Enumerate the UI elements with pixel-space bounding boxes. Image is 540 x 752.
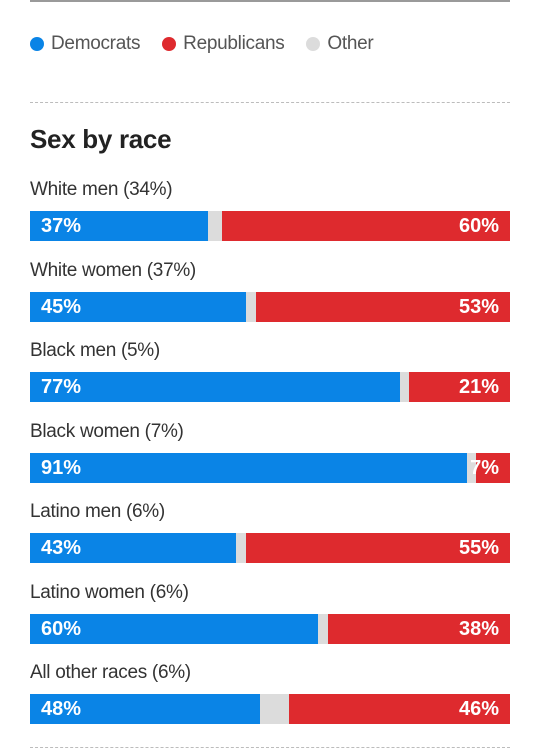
legend-divider [30,102,510,103]
data-label-democrats: 43% [41,537,82,559]
bar-segment-republicans [476,452,510,483]
bar-row-all-other-races: All other races (6%) 48% 46% [30,662,510,743]
bottom-divider [30,747,510,748]
stacked-bar: 37% 60% [30,211,510,241]
data-label-republicans: 46% [458,698,499,720]
bar-segment-democrats [30,291,246,322]
legend-label-democrats: Democrats [51,33,141,54]
category-label: All other races (6%) [30,662,191,683]
stacked-bar: 43% 55% [30,533,510,563]
data-label-democrats: 77% [41,376,82,398]
bar-segment-republicans [222,211,510,241]
bar-row-white-men: White men (34%) 37% 60% [30,179,510,260]
bar-row-latino-men: Latino men (6%) 43% 55% [30,501,510,582]
category-label: Latino women (6%) [30,581,189,603]
bar-segment-democrats [30,211,208,241]
data-label-republicans: 53% [458,295,499,318]
top-divider [30,0,510,2]
data-label-republicans: 38% [458,617,499,640]
legend-item-republicans: Republicans [162,33,285,55]
bar-segment-democrats [30,694,261,724]
bar-segment-republicans [409,372,510,402]
category-label: White men (34%) [30,179,173,200]
data-label-democrats: 91% [41,456,82,479]
data-label-republicans: 7% [470,456,499,479]
bar-segment-republicans [289,694,510,724]
data-label-democrats: 48% [41,698,82,720]
bar-segment-republicans [327,613,510,644]
legend-swatch-democrats [30,37,44,51]
data-label-democrats: 60% [41,617,82,640]
stacked-bar: 77% 21% [30,372,510,402]
category-label: Latino men (6%) [30,501,165,522]
bar-segment-democrats [30,533,237,563]
category-label: Black women (7%) [30,420,184,442]
data-label-democrats: 37% [41,215,82,237]
bar-segment-republicans [246,533,510,563]
category-label: White women (37%) [30,259,196,281]
stacked-bar: 45% 53% [30,291,510,322]
bar-segment-democrats [30,613,318,644]
chart-title: Sex by race [30,124,172,154]
data-label-republicans: 60% [458,215,499,237]
stacked-bar-chart: White men (34%) 37% 60% White women (37%) 45… [30,179,510,743]
stacked-bar: 91% 7% [30,452,510,483]
bar-segment-republicans [255,291,510,322]
bar-segment-democrats [30,452,467,483]
bar-row-black-men: Black men (5%) 77% 21% [30,340,510,421]
legend-swatch-other [306,37,321,51]
bar-segment-democrats [30,372,400,402]
data-label-republicans: 55% [458,537,499,559]
bar-row-black-women: Black women (7%) 91% 7% [30,421,510,502]
bar-row-latino-women: Latino women (6%) 60% 38% [30,582,510,663]
legend: Democrats Republicans Other [30,30,395,58]
legend-label-other: Other [327,33,374,54]
category-label: Black men (5%) [30,340,160,361]
bar-row-white-women: White women (37%) 45% 53% [30,260,510,341]
legend-label-republicans: Republicans [183,33,285,54]
data-label-republicans: 21% [458,376,499,398]
legend-swatch-republicans [162,37,177,51]
stacked-bar: 60% 38% [30,613,510,644]
legend-item-other: Other [306,33,374,55]
stacked-bar: 48% 46% [30,694,510,724]
data-label-democrats: 45% [41,295,82,318]
legend-item-democrats: Democrats [30,33,140,55]
